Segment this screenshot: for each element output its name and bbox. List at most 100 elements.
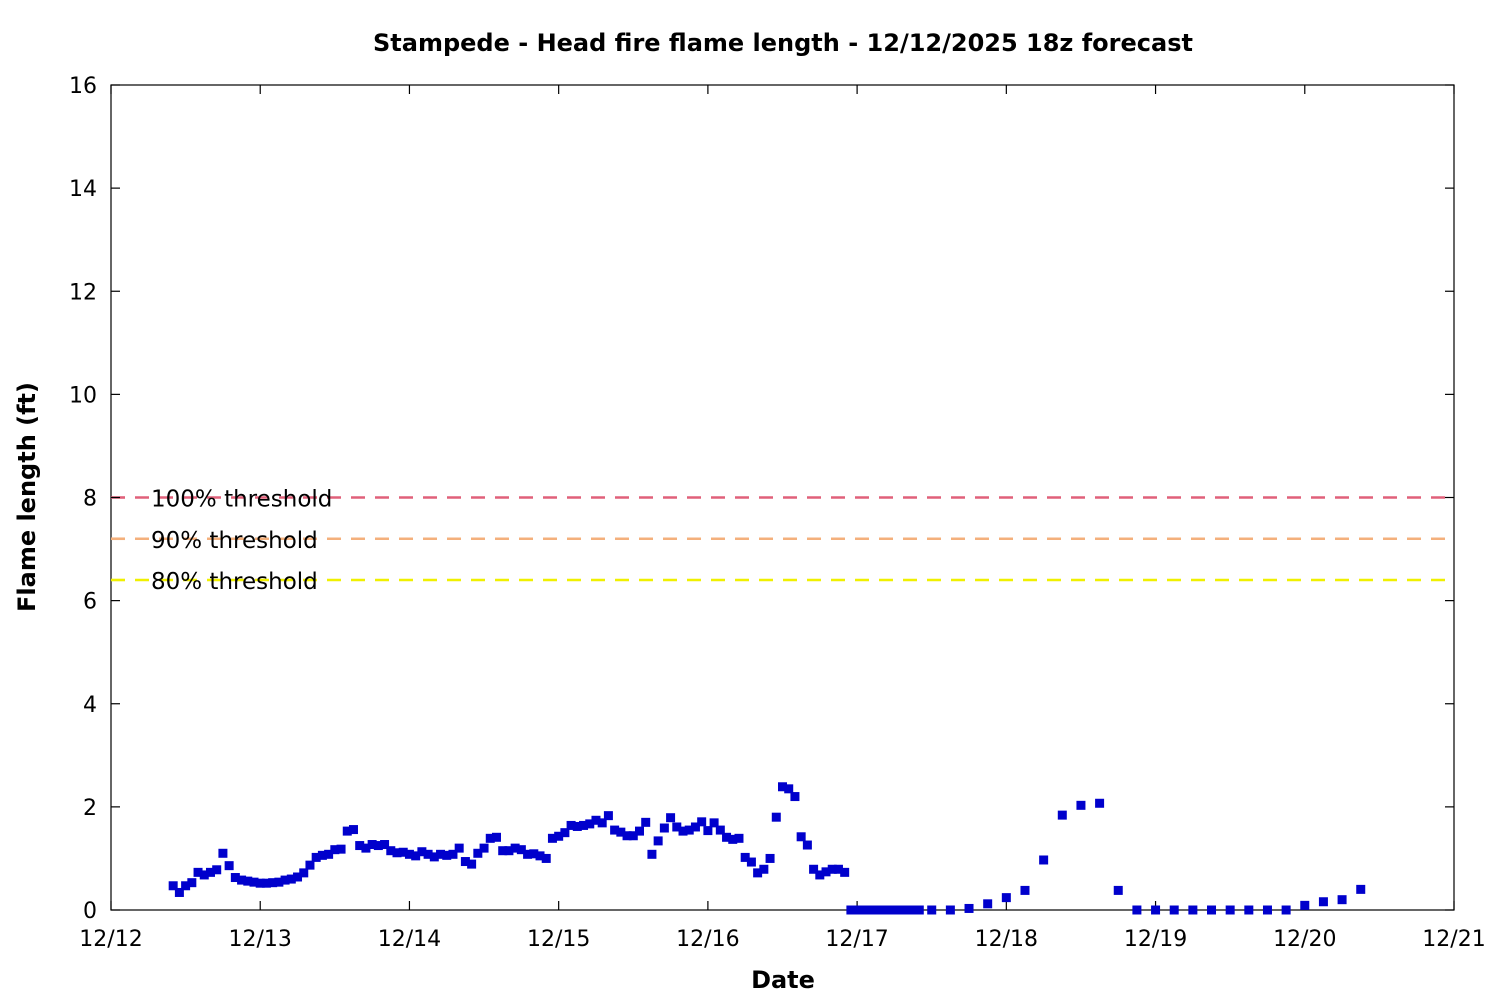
data-point bbox=[280, 875, 290, 885]
data-point bbox=[827, 864, 837, 874]
data-point bbox=[1001, 893, 1011, 903]
data-point bbox=[858, 905, 868, 915]
data-point bbox=[622, 831, 632, 841]
x-tick-label: 12/15 bbox=[527, 927, 590, 952]
data-point bbox=[865, 905, 875, 915]
data-point bbox=[442, 850, 452, 860]
data-point bbox=[591, 815, 601, 825]
data-point bbox=[398, 847, 408, 857]
data-point bbox=[342, 826, 352, 836]
data-point bbox=[436, 849, 446, 859]
x-tick-label: 12/14 bbox=[378, 927, 441, 952]
data-point bbox=[230, 873, 240, 883]
data-point bbox=[361, 843, 371, 853]
data-point bbox=[448, 849, 458, 859]
data-point bbox=[840, 867, 850, 877]
data-point bbox=[1039, 855, 1049, 865]
x-tick-label: 12/16 bbox=[676, 927, 739, 952]
data-point bbox=[429, 852, 439, 862]
data-point bbox=[305, 860, 315, 870]
data-point bbox=[212, 865, 222, 875]
data-point bbox=[616, 827, 626, 837]
data-point bbox=[597, 818, 607, 828]
data-point bbox=[889, 905, 899, 915]
data-point bbox=[603, 811, 613, 821]
data-point bbox=[174, 887, 184, 897]
data-point bbox=[541, 853, 551, 863]
y-tick-label: 12 bbox=[69, 280, 97, 305]
data-point bbox=[566, 820, 576, 830]
data-point bbox=[460, 857, 470, 867]
data-point bbox=[846, 905, 856, 915]
data-point bbox=[473, 848, 483, 858]
data-point bbox=[634, 826, 644, 836]
data-point bbox=[1020, 885, 1030, 895]
data-point bbox=[902, 905, 912, 915]
data-point bbox=[722, 832, 732, 842]
data-point bbox=[1244, 905, 1254, 915]
data-point bbox=[330, 845, 340, 855]
data-point bbox=[467, 859, 477, 869]
data-point bbox=[411, 851, 421, 861]
data-point bbox=[1207, 905, 1217, 915]
data-point bbox=[355, 841, 365, 851]
x-tick-label: 12/21 bbox=[1422, 927, 1485, 952]
x-axis-label: Date bbox=[751, 966, 815, 994]
y-tick-label: 6 bbox=[83, 590, 97, 615]
data-point bbox=[666, 813, 676, 823]
data-point bbox=[380, 840, 390, 850]
data-point bbox=[554, 831, 564, 841]
data-point bbox=[833, 864, 843, 874]
data-point bbox=[1188, 905, 1198, 915]
data-point bbox=[516, 845, 526, 855]
threshold-label: 80% threshold bbox=[151, 569, 318, 595]
data-point bbox=[255, 878, 265, 888]
data-point bbox=[336, 844, 346, 854]
y-tick-label: 8 bbox=[83, 487, 97, 512]
data-point bbox=[423, 849, 433, 859]
data-point bbox=[690, 822, 700, 832]
data-point bbox=[299, 868, 309, 878]
data-point bbox=[908, 905, 918, 915]
data-point bbox=[802, 840, 812, 850]
data-point bbox=[1076, 800, 1086, 810]
data-point bbox=[796, 832, 806, 842]
data-point bbox=[1151, 905, 1161, 915]
data-point bbox=[168, 881, 178, 891]
data-point bbox=[187, 878, 197, 888]
data-point bbox=[709, 818, 719, 828]
data-point bbox=[392, 848, 402, 858]
data-point bbox=[268, 878, 278, 888]
y-tick-label: 0 bbox=[83, 899, 97, 924]
x-tick-label: 12/20 bbox=[1273, 927, 1336, 952]
data-point bbox=[790, 792, 800, 802]
data-point bbox=[1225, 905, 1235, 915]
data-point bbox=[547, 833, 557, 843]
data-point bbox=[243, 876, 253, 886]
data-point bbox=[1113, 885, 1123, 895]
data-point bbox=[1337, 895, 1347, 905]
data-point bbox=[765, 853, 775, 863]
y-axis-label: Flame length (ft) bbox=[13, 382, 41, 612]
x-tick-label: 12/12 bbox=[79, 927, 142, 952]
data-point bbox=[784, 784, 794, 794]
data-point bbox=[815, 870, 825, 880]
data-point bbox=[417, 847, 427, 857]
data-point bbox=[218, 848, 228, 858]
data-point bbox=[759, 864, 769, 874]
y-tick-label: 14 bbox=[69, 177, 97, 202]
data-point bbox=[1318, 897, 1328, 907]
data-point bbox=[852, 905, 862, 915]
data-point bbox=[821, 867, 831, 877]
data-point bbox=[386, 846, 396, 856]
data-point bbox=[324, 849, 334, 859]
data-point bbox=[728, 834, 738, 844]
data-point bbox=[1095, 798, 1105, 808]
data-point bbox=[1281, 905, 1291, 915]
y-tick-label: 16 bbox=[69, 74, 97, 99]
data-point bbox=[199, 870, 209, 880]
data-point bbox=[734, 833, 744, 843]
data-point bbox=[286, 874, 296, 884]
data-point bbox=[373, 841, 383, 851]
